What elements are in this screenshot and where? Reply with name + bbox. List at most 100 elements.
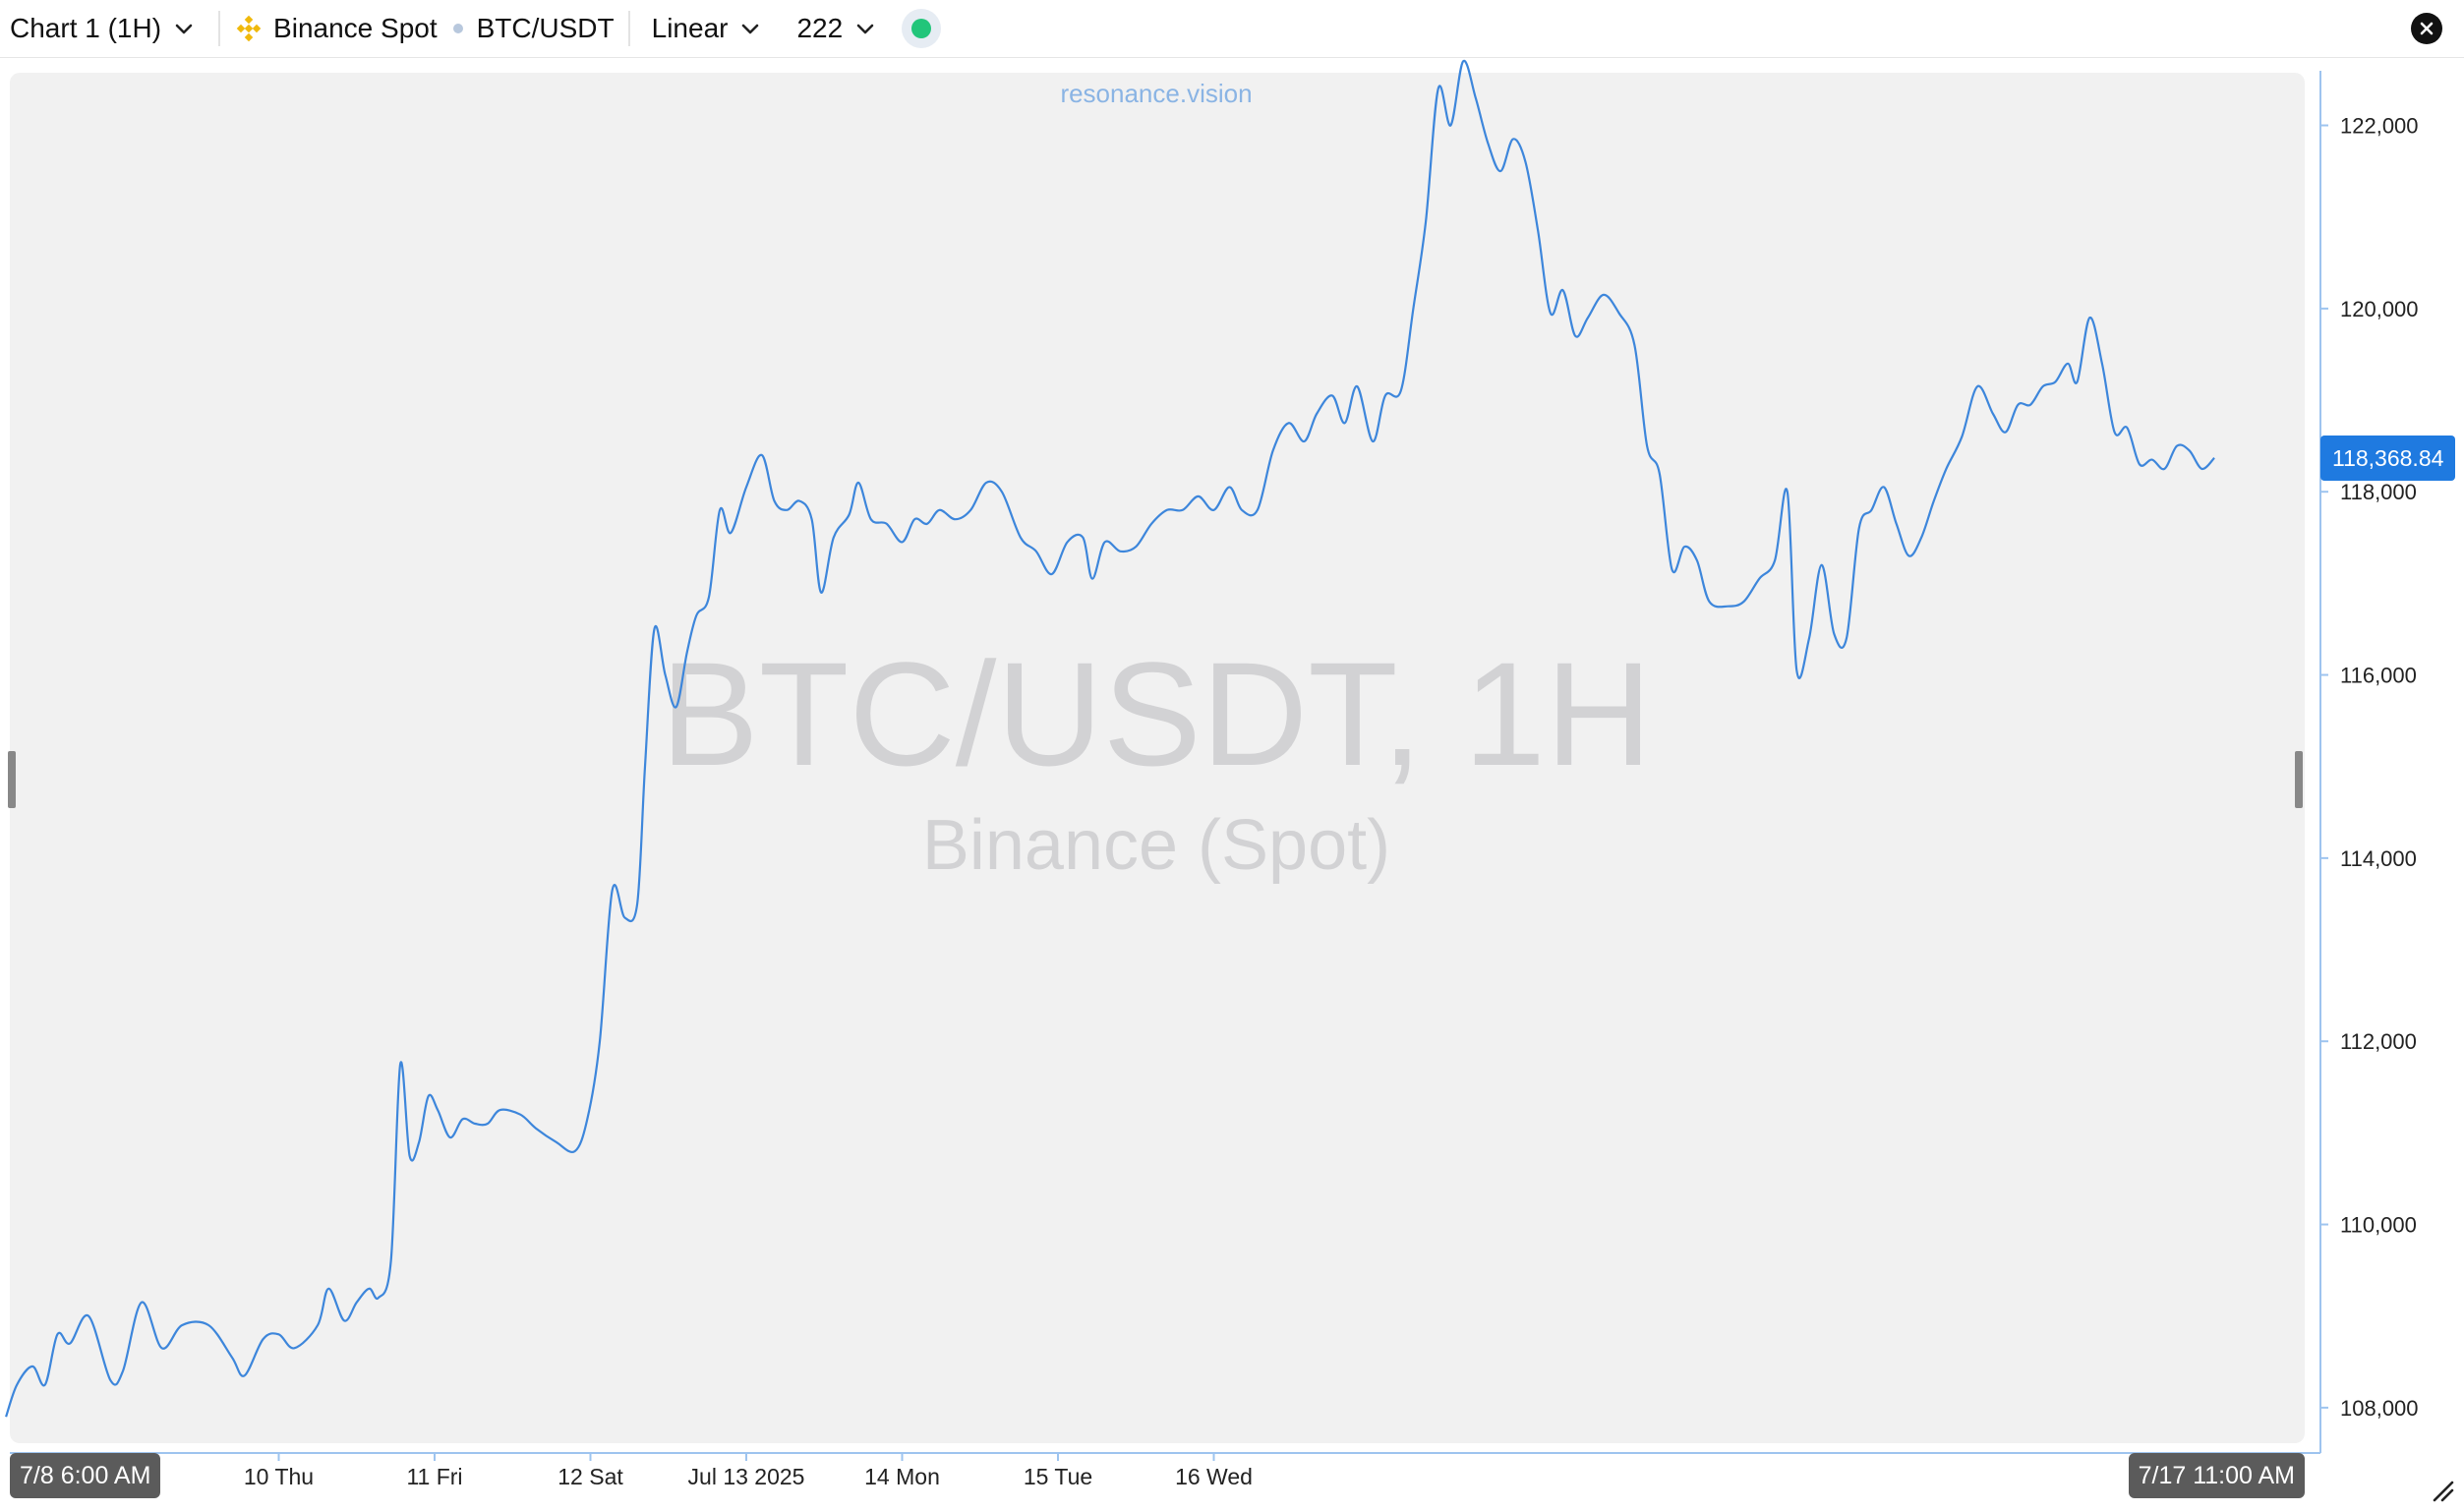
data-point bbox=[999, 489, 1005, 494]
y-tick-label: 118,000 bbox=[2340, 480, 2417, 504]
count-selector[interactable]: 222 bbox=[796, 0, 878, 57]
data-point bbox=[1657, 471, 1663, 477]
data-point bbox=[1211, 507, 1217, 513]
data-point bbox=[2124, 425, 2130, 431]
exchange-label: Binance Spot bbox=[273, 13, 438, 43]
data-point bbox=[1049, 571, 1055, 577]
data-point bbox=[743, 485, 749, 491]
data-point bbox=[2040, 383, 2046, 389]
data-point bbox=[983, 480, 989, 486]
data-point bbox=[642, 764, 648, 770]
data-point bbox=[1102, 539, 1108, 545]
data-point bbox=[1382, 392, 1388, 398]
data-point bbox=[517, 1112, 523, 1118]
data-point bbox=[784, 507, 790, 513]
data-point bbox=[2174, 443, 2180, 449]
crosshair-end-label: 7/17 11:00 AM bbox=[2128, 1453, 2305, 1498]
data-point bbox=[1398, 388, 1404, 394]
data-point bbox=[884, 521, 890, 527]
data-point bbox=[2065, 361, 2071, 367]
y-tick-label: 120,000 bbox=[2340, 297, 2419, 321]
x-tick-label: 16 Wed bbox=[1175, 1464, 1253, 1489]
chevron-down-icon bbox=[737, 16, 763, 41]
data-point bbox=[1793, 668, 1799, 673]
data-point bbox=[1670, 566, 1675, 572]
data-point bbox=[1844, 635, 1849, 641]
data-point bbox=[139, 1300, 145, 1306]
data-point bbox=[1560, 287, 1566, 293]
live-dot bbox=[911, 19, 932, 38]
data-point bbox=[485, 1121, 491, 1127]
data-point bbox=[1370, 438, 1376, 444]
data-point bbox=[1881, 485, 1887, 491]
data-point bbox=[1301, 438, 1307, 444]
data-point bbox=[597, 1038, 603, 1044]
data-point bbox=[1601, 292, 1607, 298]
data-point bbox=[1033, 549, 1039, 554]
data-point bbox=[1148, 521, 1154, 527]
data-point bbox=[693, 612, 699, 618]
x-tick-label: Jul 13 2025 bbox=[688, 1464, 805, 1489]
exchange-selector[interactable]: Binance Spot bbox=[234, 0, 438, 57]
data-point bbox=[1486, 141, 1492, 146]
data-point bbox=[621, 914, 627, 920]
data-point bbox=[684, 649, 690, 655]
data-point bbox=[2086, 315, 2092, 320]
chart-selector[interactable]: Chart 1 (1H) bbox=[10, 0, 197, 57]
y-tick-label: 108,000 bbox=[2340, 1396, 2419, 1421]
data-point bbox=[2161, 466, 2167, 472]
data-point bbox=[572, 1148, 578, 1154]
data-point bbox=[554, 1139, 559, 1145]
data-point bbox=[426, 1093, 432, 1099]
data-point bbox=[1931, 498, 1937, 504]
data-point bbox=[2027, 402, 2033, 408]
data-point bbox=[1906, 552, 1911, 558]
data-point bbox=[1270, 447, 1276, 453]
x-tick-label: 12 Sat bbox=[557, 1464, 623, 1489]
data-point bbox=[3, 1414, 9, 1420]
data-point bbox=[2187, 447, 2193, 453]
data-point bbox=[1473, 95, 1479, 101]
data-point bbox=[1974, 383, 1980, 389]
data-point bbox=[1196, 494, 1202, 499]
right-drag-handle[interactable] bbox=[2295, 751, 2303, 808]
data-point bbox=[1616, 311, 1622, 317]
data-point bbox=[1785, 489, 1790, 494]
data-point bbox=[1644, 443, 1650, 449]
data-point bbox=[67, 1341, 73, 1347]
close-icon[interactable] bbox=[2411, 13, 2442, 44]
left-drag-handle[interactable] bbox=[8, 751, 16, 808]
data-point bbox=[2149, 457, 2155, 463]
data-point bbox=[937, 507, 943, 513]
symbol-selector[interactable]: BTC/USDT bbox=[477, 0, 615, 57]
data-point bbox=[229, 1355, 235, 1361]
data-point bbox=[54, 1331, 60, 1337]
data-point bbox=[952, 516, 958, 522]
y-tick-label: 112,000 bbox=[2340, 1029, 2417, 1054]
data-point bbox=[1080, 535, 1085, 541]
data-point bbox=[472, 1121, 478, 1127]
data-point bbox=[315, 1322, 321, 1328]
scale-selector[interactable]: Linear bbox=[652, 0, 764, 57]
x-tick-label: 10 Thu bbox=[244, 1464, 314, 1489]
data-point bbox=[42, 1382, 48, 1388]
exchange-watermark: Binance (Spot) bbox=[922, 806, 1390, 885]
data-point bbox=[1255, 507, 1261, 513]
data-point bbox=[1133, 544, 1139, 550]
data-point bbox=[772, 498, 778, 504]
data-point bbox=[1707, 599, 1713, 605]
data-point bbox=[1510, 137, 1516, 143]
resize-icon[interactable] bbox=[2431, 1479, 2456, 1504]
data-point bbox=[1535, 228, 1541, 234]
data-point bbox=[900, 539, 906, 545]
data-point bbox=[2199, 466, 2204, 472]
chart-area[interactable]: resonance.vision BTC/USDT, 1H Binance (S… bbox=[0, 57, 2464, 1512]
price-series-line bbox=[5, 59, 2215, 1418]
price-chart[interactable]: resonance.vision BTC/USDT, 1H Binance (S… bbox=[0, 57, 2464, 1512]
data-point bbox=[291, 1345, 297, 1351]
live-status-icon[interactable] bbox=[902, 9, 942, 48]
data-point bbox=[674, 704, 679, 710]
data-point bbox=[1806, 635, 1812, 641]
plot-background bbox=[10, 73, 2305, 1443]
data-point bbox=[2052, 378, 2058, 384]
